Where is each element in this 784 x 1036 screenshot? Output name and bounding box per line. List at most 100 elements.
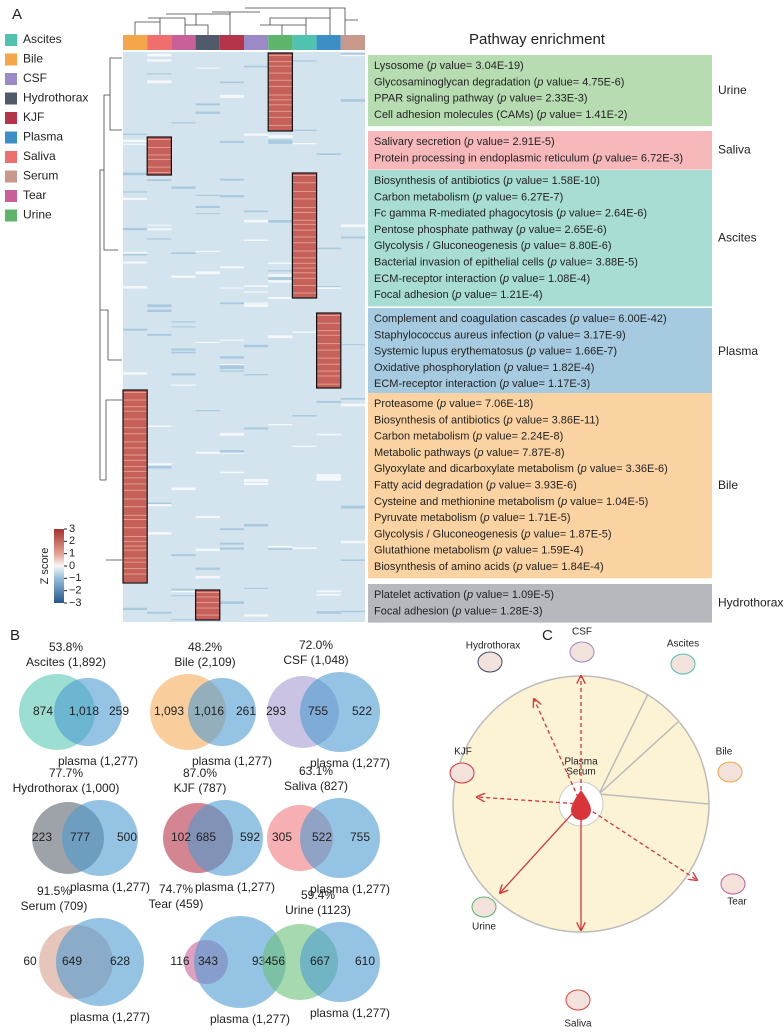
heatmap-texture — [123, 540, 148, 542]
legend-label: Tear — [23, 188, 46, 202]
venn-count: 610 — [355, 954, 375, 968]
heatmap-texture — [268, 116, 293, 118]
heatmap-texture — [340, 398, 365, 400]
pathway-text: p — [439, 398, 446, 410]
highlight-box — [122, 389, 148, 584]
pathway-text: Oxidative phosphorylation ( — [374, 362, 508, 374]
venn-percent: 72.0% — [299, 638, 333, 652]
pathway-text: p — [454, 605, 461, 617]
heatmap-texture — [219, 450, 244, 453]
venn-count: 116 — [170, 954, 189, 968]
heatmap-texture — [123, 251, 148, 254]
venn-name: KJF (787) — [174, 781, 227, 795]
venn-count: 755 — [350, 830, 370, 844]
enrichment-box — [368, 131, 712, 170]
pathway-text: Pentose phosphate pathway ( — [374, 224, 520, 236]
pathway-text: value= 3.93E-6) — [496, 479, 577, 491]
legend-label: Ascites — [23, 32, 62, 46]
heatmap-texture — [147, 53, 172, 57]
highlight-box — [267, 52, 294, 132]
venn-count: 1,018 — [69, 704, 99, 718]
enrichment-group: Ascites — [718, 230, 757, 244]
heatmap-texture — [147, 465, 172, 469]
heatmap-texture — [123, 392, 148, 393]
pathway-item: Focal adhesion (p value= 1.28E-3) — [374, 605, 542, 617]
heatmap-texture — [268, 548, 293, 550]
venn-percent: 59.4% — [301, 888, 335, 902]
pathway-item: Focal adhesion (p value= 1.21E-4) — [374, 289, 542, 301]
organ-icon — [449, 762, 475, 784]
pathway-item: Protein processing in endoplasmic reticu… — [374, 152, 683, 164]
heatmap-texture — [292, 547, 317, 550]
pathway-text: value= 3.17E-9) — [545, 329, 626, 341]
column-color — [244, 35, 269, 50]
organ-icon — [471, 896, 497, 918]
venn-plasma-circle — [194, 916, 286, 1008]
heatmap-texture — [316, 590, 341, 593]
column-color — [268, 35, 293, 50]
heatmap-texture — [268, 55, 293, 56]
highlight-box — [146, 136, 172, 176]
heatmap-texture — [268, 297, 293, 300]
heatmap-texture — [123, 470, 148, 472]
colorbar-label: Z score — [39, 548, 51, 585]
heatmap-texture — [195, 548, 220, 552]
heatmap-texture — [123, 399, 148, 401]
pathway-text: Biosynthesis of amino acids ( — [374, 561, 517, 573]
pathway-text: p — [537, 329, 544, 341]
heatmap-texture — [123, 172, 148, 176]
organ-icon — [477, 651, 503, 673]
heatmap-texture — [195, 516, 220, 518]
heatmap-texture — [123, 545, 148, 547]
fluid-label: Ascites — [667, 639, 699, 650]
pathway-text: Systemic lupus erythematosus ( — [374, 346, 530, 358]
heatmap-texture — [123, 433, 148, 435]
colorbar-tick-label: 3 — [69, 523, 75, 535]
heatmap-texture — [195, 614, 220, 616]
arrow — [500, 803, 582, 893]
pathway-text: value= 1.59E-4) — [502, 545, 583, 557]
heatmap-texture — [316, 593, 341, 596]
heatmap-texture — [171, 186, 196, 189]
pathway-text: p — [529, 346, 536, 358]
venn-plasma-label: plasma (1,277) — [192, 754, 272, 768]
pathway-text: Proteasome ( — [374, 398, 440, 410]
heatmap-texture — [316, 476, 341, 479]
pathway-text: value= 7.87E-8) — [483, 447, 564, 459]
legend-label: KJF — [23, 110, 44, 124]
heatmap-texture — [292, 229, 317, 231]
pathway-text: p — [506, 175, 513, 187]
venn-plasma-circle — [56, 918, 144, 1006]
heatmap-texture — [340, 344, 365, 346]
venn-plasma-label: plasma (1,277) — [58, 754, 138, 768]
heatmap-texture — [147, 146, 172, 148]
dendrogram — [99, 7, 358, 561]
heatmap-texture — [147, 532, 172, 535]
heatmap-texture — [123, 191, 148, 193]
pathway-item: PPAR signaling pathway (p value= 2.33E-3… — [374, 93, 588, 105]
legend-label: Bile — [23, 52, 43, 66]
heatmap-texture — [219, 364, 244, 366]
pathway-text: value= 3.86E-11) — [513, 414, 599, 426]
venn-count: 777 — [70, 830, 90, 844]
venn-plasma-circle — [62, 800, 138, 876]
heatmap-texture — [123, 489, 148, 491]
pathway-text: value= 2.65E-6) — [526, 224, 607, 236]
heatmap-texture — [292, 236, 317, 238]
column-color — [340, 35, 365, 50]
pathway-text: value= 7.06E-18) — [446, 398, 533, 410]
pathway-text: p — [475, 191, 482, 203]
fluid-label: Tear — [727, 897, 747, 908]
heatmap-block — [147, 137, 172, 175]
pathway-text: p — [482, 512, 489, 524]
sector-line — [598, 793, 710, 805]
enrichment-box — [368, 393, 712, 579]
venn-name: Ascites (1,892) — [26, 655, 106, 669]
heatmap-texture — [268, 545, 293, 548]
pathway-text: value= 1.08E-4) — [509, 273, 590, 285]
heatmap-texture — [244, 523, 269, 527]
heatmap-texture — [268, 79, 293, 81]
pathway-item: Complement and coagulation cascades (p v… — [374, 313, 667, 325]
